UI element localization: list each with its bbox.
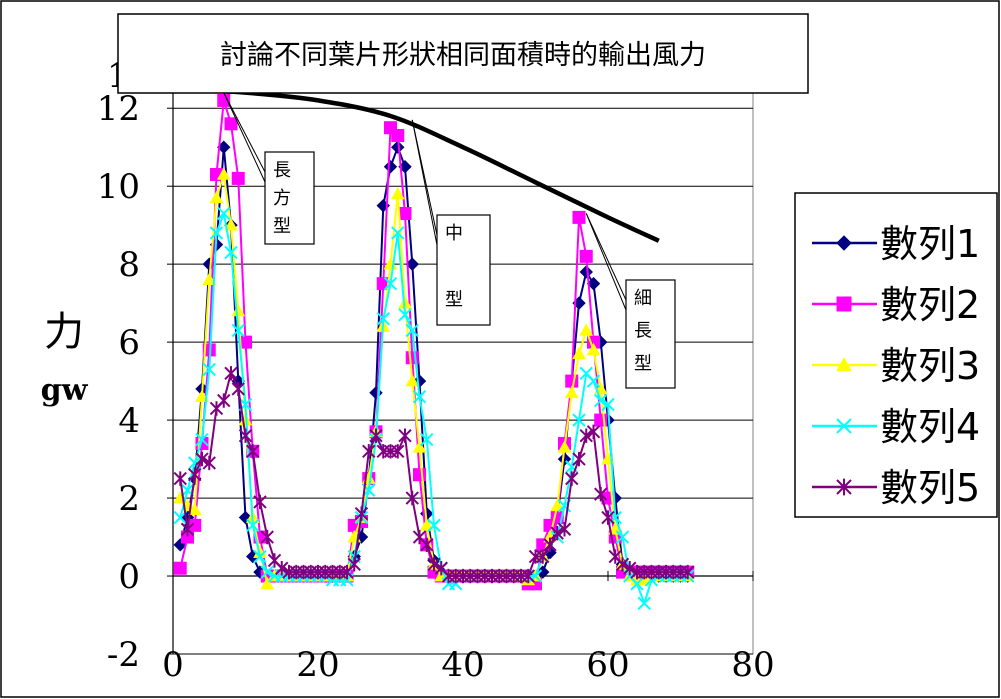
- callout-label: 長: [273, 160, 291, 181]
- y-tick-label: 2: [118, 479, 140, 519]
- data-point: [573, 211, 585, 223]
- y-tick-label: 10: [97, 167, 140, 207]
- y-tick-label: -2: [107, 635, 140, 675]
- data-point: [225, 118, 237, 130]
- callout-label: 型: [273, 216, 291, 237]
- data-point: [392, 130, 404, 142]
- data-point: [580, 250, 592, 262]
- x-tick-label: 60: [586, 645, 629, 685]
- x-tick-label: 20: [296, 645, 339, 685]
- y-tick-label: 8: [118, 245, 140, 285]
- y-axis-unit: gw: [41, 373, 89, 408]
- legend-label: 數列5: [880, 466, 980, 510]
- x-tick-label: 40: [441, 645, 484, 685]
- y-tick-label: 6: [118, 323, 140, 363]
- y-tick-label: 4: [118, 401, 140, 441]
- callout-label: 長: [634, 321, 652, 342]
- data-point: [232, 172, 244, 184]
- data-point: [837, 297, 851, 311]
- callout-label: 型: [634, 353, 652, 374]
- legend-label: 數列4: [880, 405, 980, 449]
- data-point: [174, 562, 186, 574]
- x-tick-label: 0: [162, 645, 184, 685]
- y-axis-label: 力: [44, 309, 84, 355]
- data-point: [399, 207, 411, 219]
- callout-label: 方: [273, 188, 291, 209]
- legend-label: 數列2: [880, 283, 980, 327]
- legend-label: 數列3: [880, 344, 980, 388]
- callout-label: 中: [445, 223, 463, 244]
- data-point: [566, 375, 578, 387]
- callout-label: 型: [445, 290, 463, 311]
- data-point: [414, 469, 426, 481]
- x-tick-label: 80: [731, 645, 774, 685]
- legend-label: 數列1: [880, 222, 980, 266]
- y-tick-label: 0: [118, 557, 140, 597]
- callout-label: 細: [634, 288, 652, 309]
- chart-title: 討論不同葉片形狀相同面積時的輸出風力: [220, 40, 706, 71]
